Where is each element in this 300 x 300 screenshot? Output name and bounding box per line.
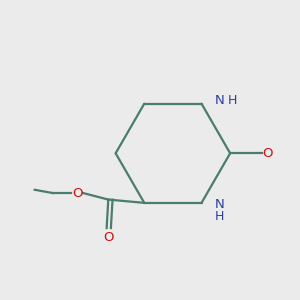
Text: N: N — [214, 94, 224, 107]
Text: H: H — [228, 94, 237, 107]
Text: O: O — [262, 147, 273, 160]
Text: O: O — [72, 187, 83, 200]
Text: N: N — [214, 198, 224, 211]
Text: O: O — [103, 231, 114, 244]
Text: H: H — [215, 210, 224, 223]
